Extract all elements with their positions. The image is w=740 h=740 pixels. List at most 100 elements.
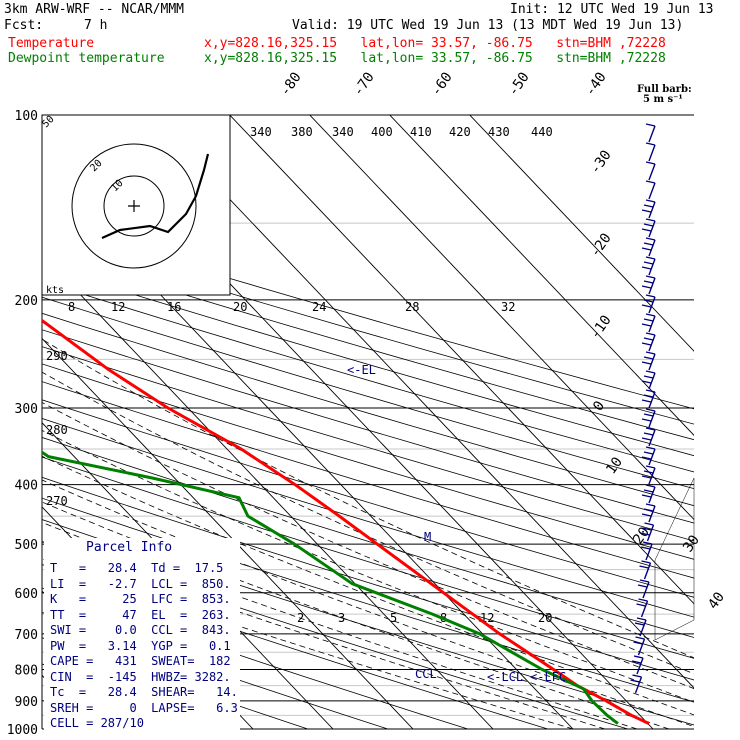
wind-barb-feather [636, 603, 646, 607]
wind-barb-feather [645, 446, 656, 450]
wind-barb-feather [643, 318, 654, 322]
wind-barb-feather [643, 337, 654, 341]
wind-barb-feather [643, 204, 654, 208]
pressure-tick-label: 400 [15, 479, 38, 494]
ccl-annotation: CCL [415, 667, 437, 681]
parcel-info-rows: T = 28.4 Td = 17.5 LI = -2.7 LCL = 850. K … [50, 561, 238, 732]
wind-barb-feather [642, 541, 653, 545]
wind-barb-feather [643, 508, 654, 512]
init-time: Init: 12 UTC Wed 19 Jun 13 [510, 2, 714, 17]
wind-barb-feather [641, 380, 652, 384]
wind-barb-feather [645, 218, 656, 222]
wind-barb [648, 125, 656, 143]
parcel-info-row: SWI = 0.0 CCL = 843. [50, 623, 231, 637]
wind-barb-feather [633, 655, 644, 659]
wind-barb-feather [643, 413, 654, 417]
mixing-ratio-label: 20 [233, 300, 247, 314]
wind-barb-feather [645, 275, 656, 279]
wind-barb-feather [632, 674, 642, 678]
hodograph-ring [71, 143, 197, 269]
wind-barb-feather [645, 427, 656, 431]
wind-barb-feather [634, 622, 645, 626]
pressure-tick-label: 600 [15, 587, 38, 602]
lfc-annotation: <-LFC [530, 670, 566, 684]
parcel-info-title: Parcel Info [86, 540, 173, 555]
dry-adiabat [42, 296, 694, 490]
temperature-legend: Temperature [8, 36, 95, 51]
hodograph-trace [101, 153, 210, 240]
dry-adiabat [42, 281, 694, 473]
wind-barb [648, 372, 656, 390]
wind-barb [648, 296, 656, 314]
m-annotation: M [424, 530, 431, 544]
dry-adiabat [42, 265, 694, 457]
wind-barb-feather [645, 503, 656, 507]
wind-barb-feather [641, 266, 652, 270]
wind-barb-feather [630, 679, 640, 683]
wind-barb [648, 201, 656, 219]
theta-label: 410 [410, 125, 432, 139]
parcel-info-row: K = 25 LFC = 853. [50, 592, 231, 606]
wind-barb-feather [645, 237, 656, 241]
dry-adiabat [42, 456, 694, 659]
wind-barb-feather [641, 418, 652, 422]
wind-barb-feather [641, 209, 652, 213]
wind-barb-feather [638, 598, 648, 602]
wind-barb-feather [631, 660, 642, 664]
hodograph-ring [103, 175, 165, 237]
wind-barb [648, 220, 656, 238]
wind-barb-feather [642, 527, 652, 531]
wind-barb-feather [645, 123, 656, 127]
wind-barb-feather [645, 408, 656, 412]
dry-adiabat [42, 476, 694, 681]
dry-adiabat [42, 381, 694, 579]
wind-barb-feather [640, 546, 651, 550]
wind-barb [648, 448, 656, 466]
wind-barb [648, 258, 656, 276]
barb-title: Full barb: [637, 84, 692, 95]
dewpoint-location: x,y=828.16,325.15 lat,lon= 33.57, -86.75… [204, 51, 666, 66]
wind-barb-feather [645, 484, 656, 488]
wind-barb-feather [641, 342, 652, 346]
wind-barb [642, 581, 650, 599]
pressure-tick-label: 800 [15, 663, 38, 678]
wind-barb-feather [645, 351, 656, 355]
parcel-info-panel [44, 538, 240, 730]
dry-adiabat [42, 221, 694, 410]
isotherm-label: -60 [428, 69, 456, 99]
wind-barb-feather [637, 584, 648, 588]
mixing-ratio-label: 8 [68, 300, 75, 314]
wind-barb-feather [641, 437, 652, 441]
isotherm-line [149, 115, 694, 689]
isotherm-label: -20 [587, 230, 615, 260]
forecast-hours: 7 h [84, 18, 108, 33]
wind-barb [648, 334, 656, 352]
theta-label: 380 [291, 125, 313, 139]
wind-barb-feather [645, 313, 656, 317]
wind-barb-feather [641, 456, 652, 460]
dry-adiabat [42, 312, 694, 507]
dry-adiabat [42, 417, 694, 618]
pressure-tick-label: 200 [15, 294, 38, 309]
wind-barb-feather [643, 394, 654, 398]
wind-barb-feather [644, 522, 654, 526]
wind-barb-feather [641, 323, 652, 327]
isotherm-label: -80 [277, 69, 305, 99]
hodograph-center [128, 200, 140, 212]
wind-barb-feather [643, 432, 654, 436]
wind-barb-feather [643, 356, 654, 360]
wind-barb [648, 391, 656, 409]
wind-barb-feather [636, 617, 647, 621]
lower-ratio-label: 3 [338, 611, 345, 625]
wind-barb-feather [643, 451, 654, 455]
theta-label: 430 [488, 125, 510, 139]
wind-barb-feather [643, 489, 654, 493]
isotherm-line [389, 115, 694, 436]
el-annotation: <-EL [347, 363, 376, 377]
model-title: 3km ARW-WRF -- NCAR/MMM [4, 2, 185, 17]
theta-label: 440 [531, 125, 553, 139]
pressure-tick-label: 500 [15, 538, 38, 553]
isotherm-line [229, 115, 694, 605]
wind-barb-feather [645, 294, 656, 298]
wind-barb [648, 163, 656, 181]
